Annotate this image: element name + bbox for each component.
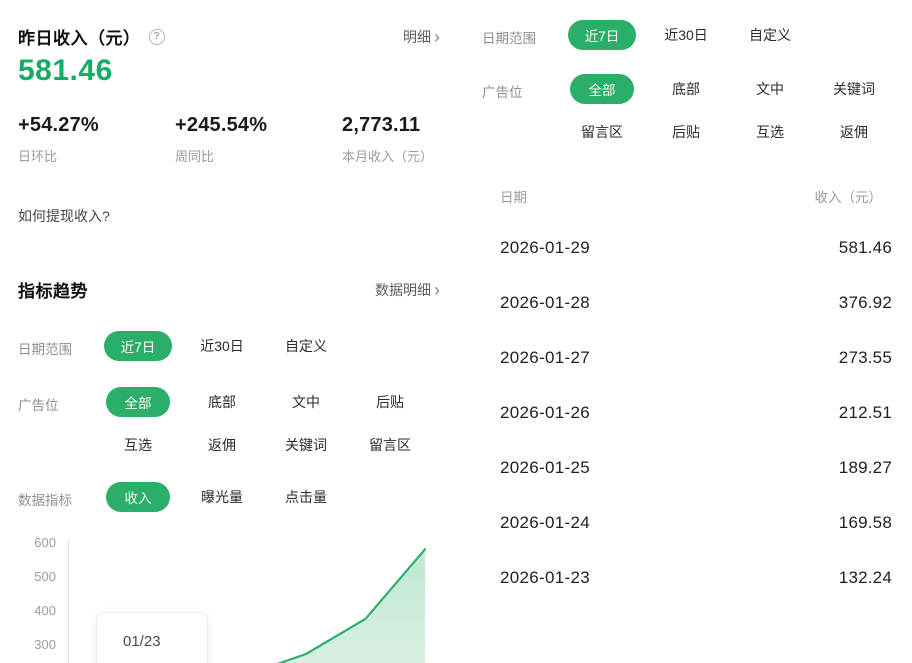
table-header: 日期 收入（元） xyxy=(500,186,882,206)
income-detail-link-label: 明细 xyxy=(403,28,431,45)
trend-header: 指标趋势 数据明细 › xyxy=(18,277,440,302)
stat-month-income: 2,773.11 本月收入（元） xyxy=(342,114,446,165)
income-trend-chart[interactable]: 600 500 400 300 01/23 xyxy=(0,528,456,663)
cell-date: 2026-01-29 xyxy=(500,237,590,257)
help-icon[interactable]: ? xyxy=(148,28,165,45)
stat-label: 本月收入（元） xyxy=(342,149,434,164)
table-row: 2026-01-24 169.58 xyxy=(500,495,892,550)
stat-label: 周同比 xyxy=(175,149,215,164)
table-row: 2026-01-28 376.92 xyxy=(500,275,892,330)
filter-option-intext[interactable]: 文中 xyxy=(756,81,784,97)
withdraw-help-link[interactable]: 如何提现收入? xyxy=(18,208,110,224)
income-detail-panel: 日期范围 近7日 近30日 自定义 广告位 全部 底部 文中 关键词 留言区 后… xyxy=(480,0,912,663)
table-row: 2026-01-23 132.24 xyxy=(500,550,892,605)
stat-value: +54.27% xyxy=(18,114,99,136)
filter-option-comments[interactable]: 留言区 xyxy=(369,437,411,453)
cell-date: 2026-01-24 xyxy=(500,512,590,532)
y-axis-tick: 500 xyxy=(34,569,56,584)
cell-income: 189.27 xyxy=(838,457,892,477)
income-stats: +54.27% 日环比 +245.54% 周同比 2,773.11 本月收入（元… xyxy=(18,114,446,165)
table-row: 2026-01-25 189.27 xyxy=(500,440,892,495)
filter-label: 日期范围 xyxy=(482,31,536,46)
filter-label: 广告位 xyxy=(482,85,523,100)
filter-option-mutual[interactable]: 互选 xyxy=(124,437,152,453)
trend-detail-link[interactable]: 数据明细 › xyxy=(375,280,440,300)
filter-option-clicks[interactable]: 点击量 xyxy=(285,489,327,505)
chart-line xyxy=(276,548,427,663)
trend-date-range-filter: 日期范围 近7日 近30日 自定义 xyxy=(0,331,456,361)
detail-date-range-filter: 日期范围 近7日 近30日 自定义 xyxy=(480,20,912,50)
chevron-right-icon: › xyxy=(434,26,440,47)
filter-option-postroll[interactable]: 后贴 xyxy=(672,124,700,140)
stat-day-over-day: +54.27% 日环比 xyxy=(18,114,175,165)
stat-value: +245.54% xyxy=(175,114,268,136)
filter-option-last7days[interactable]: 近7日 xyxy=(567,20,637,50)
cell-date: 2026-01-26 xyxy=(500,402,590,422)
table-row: 2026-01-29 581.46 xyxy=(500,220,892,275)
cell-income: 581.46 xyxy=(838,237,892,257)
detail-ad-slot-filter: 广告位 全部 底部 文中 关键词 留言区 后贴 互选 返佣 xyxy=(480,74,912,147)
chart-area-fill xyxy=(280,549,425,663)
tooltip-date: 01/23 xyxy=(123,633,161,650)
trend-area-chart xyxy=(276,548,427,663)
filter-label: 广告位 xyxy=(18,398,59,413)
cell-income: 273.55 xyxy=(838,347,892,367)
cell-date: 2026-01-23 xyxy=(500,567,590,587)
filter-option-rebate[interactable]: 返佣 xyxy=(208,437,236,453)
trend-metric-filter: 数据指标 收入 曝光量 点击量 xyxy=(0,482,456,512)
y-axis-line xyxy=(68,540,69,663)
trend-detail-link-label: 数据明细 xyxy=(375,281,431,298)
cell-date: 2026-01-25 xyxy=(500,457,590,477)
filter-option-comments[interactable]: 留言区 xyxy=(581,124,623,140)
filter-option-rebate[interactable]: 返佣 xyxy=(840,124,868,140)
filter-option-last7days[interactable]: 近7日 xyxy=(103,331,173,361)
yesterday-income-amount: 581.46 xyxy=(18,54,113,87)
y-axis-tick: 600 xyxy=(34,535,56,550)
filter-option-all[interactable]: 全部 xyxy=(106,387,170,417)
filter-option-income[interactable]: 收入 xyxy=(106,482,170,512)
stat-value: 2,773.11 xyxy=(342,114,421,136)
y-axis-tick: 300 xyxy=(34,637,56,652)
filter-option-keyword[interactable]: 关键词 xyxy=(833,81,875,97)
filter-option-intext[interactable]: 文中 xyxy=(292,394,320,410)
filter-option-mutual[interactable]: 互选 xyxy=(756,124,784,140)
cell-income: 132.24 xyxy=(838,567,892,587)
filter-option-bottom[interactable]: 底部 xyxy=(672,81,700,97)
stat-label: 日环比 xyxy=(18,149,58,164)
chart-tooltip: 01/23 xyxy=(96,612,208,663)
income-table: 2026-01-29 581.46 2026-01-28 376.92 2026… xyxy=(500,220,892,605)
trend-ad-slot-filter: 广告位 全部 底部 文中 后贴 互选 返佣 关键词 留言区 xyxy=(0,387,456,460)
filter-option-last30days[interactable]: 近30日 xyxy=(200,338,244,354)
filter-option-postroll[interactable]: 后贴 xyxy=(376,394,404,410)
income-title: 昨日收入（元） xyxy=(18,29,141,48)
filter-option-impressions[interactable]: 曝光量 xyxy=(201,489,243,505)
income-trend-panel: 昨日收入（元） ? 明细 › 581.46 +54.27% 日环比 +245.5… xyxy=(0,24,456,663)
income-detail-link[interactable]: 明细 › xyxy=(403,27,440,47)
table-header-income: 收入（元） xyxy=(814,190,883,205)
y-axis-tick: 400 xyxy=(34,603,56,618)
table-header-date: 日期 xyxy=(500,190,527,205)
filter-option-custom[interactable]: 自定义 xyxy=(285,338,327,354)
trend-title: 指标趋势 xyxy=(18,282,88,301)
filter-option-keyword[interactable]: 关键词 xyxy=(285,437,327,453)
filter-option-custom[interactable]: 自定义 xyxy=(749,27,791,43)
filter-option-all[interactable]: 全部 xyxy=(570,74,634,104)
table-row: 2026-01-27 273.55 xyxy=(500,330,892,385)
filter-option-last30days[interactable]: 近30日 xyxy=(664,27,708,43)
filter-label: 数据指标 xyxy=(18,493,72,508)
cell-date: 2026-01-27 xyxy=(500,347,590,367)
filter-option-bottom[interactable]: 底部 xyxy=(208,394,236,410)
income-header: 昨日收入（元） ? 明细 › xyxy=(18,24,440,49)
stat-week-over-week: +245.54% 周同比 xyxy=(175,114,342,165)
cell-income: 212.51 xyxy=(838,402,892,422)
chevron-right-icon: › xyxy=(434,279,440,300)
filter-label: 日期范围 xyxy=(18,342,72,357)
table-row: 2026-01-26 212.51 xyxy=(500,385,892,440)
cell-income: 376.92 xyxy=(838,292,892,312)
cell-income: 169.58 xyxy=(838,512,892,532)
cell-date: 2026-01-28 xyxy=(500,292,590,312)
